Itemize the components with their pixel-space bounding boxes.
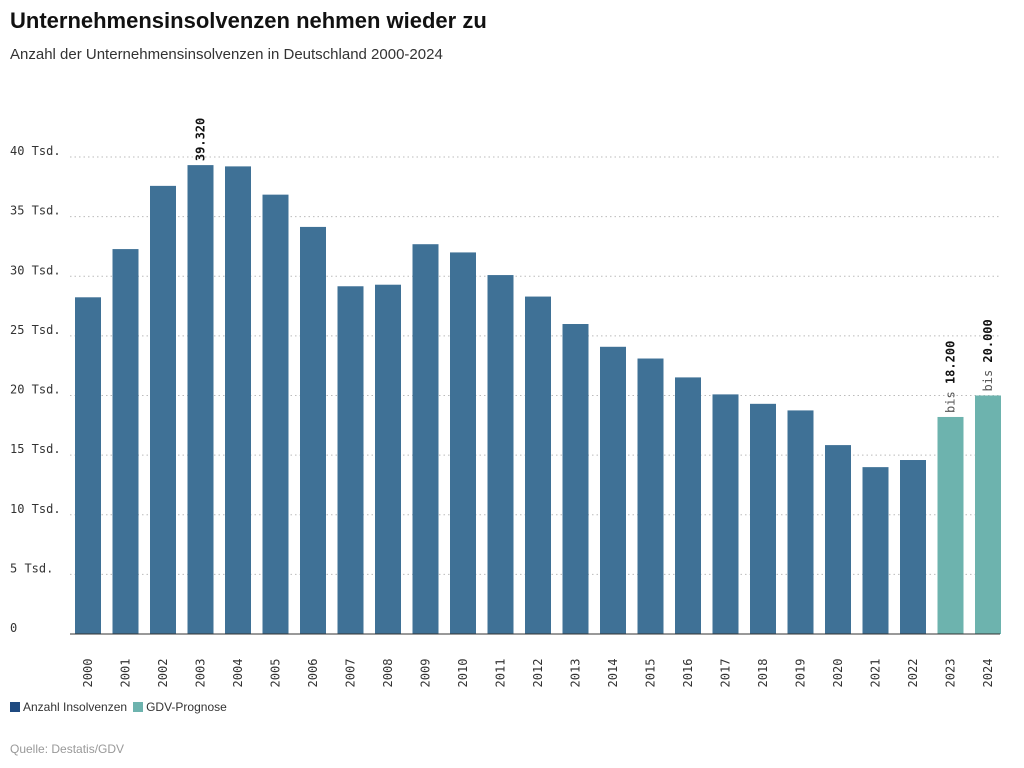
legend-item-insolvenzen: Anzahl Insolvenzen — [10, 700, 127, 714]
bar — [262, 194, 289, 635]
bar — [112, 249, 139, 635]
y-tick-label: 10 Tsd. — [10, 502, 61, 516]
bar — [450, 252, 476, 635]
bar — [187, 165, 214, 634]
x-tick-label: 2001 — [119, 659, 133, 688]
x-tick-label: 2009 — [419, 659, 433, 688]
bar — [975, 395, 1001, 634]
chart-subtitle: Anzahl der Unternehmensinsolvenzen in De… — [10, 46, 443, 63]
bar — [562, 324, 589, 634]
data-label-value: 18.200 — [944, 341, 958, 384]
x-tick-label: 2022 — [906, 659, 920, 688]
bar — [712, 394, 739, 634]
x-tick-label: 2018 — [756, 659, 770, 688]
bar — [637, 358, 664, 634]
data-label-prefix: bis — [944, 384, 958, 413]
source-note: Quelle: Destatis/GDV — [10, 742, 125, 756]
x-tick-label: 2012 — [531, 659, 545, 688]
bar — [75, 297, 101, 634]
x-tick-label: 2005 — [269, 659, 283, 688]
bar — [600, 346, 626, 634]
legend-swatch — [133, 702, 144, 712]
data-label: bis 20.000 — [981, 319, 995, 391]
x-tick-label: 2002 — [156, 659, 170, 688]
x-tick-label: 2000 — [81, 659, 95, 688]
legend-item-prognose: GDV-Prognose — [133, 700, 227, 714]
y-tick-label: 25 Tsd. — [10, 323, 61, 337]
x-tick-label: 2017 — [719, 659, 733, 688]
x-tick-label: 2007 — [344, 659, 358, 688]
x-tick-label: 2021 — [869, 659, 883, 688]
x-tick-label: 2010 — [456, 659, 470, 688]
data-label: bis 18.200 — [944, 341, 958, 413]
bar — [675, 377, 701, 634]
x-tick-label: 2015 — [644, 659, 658, 688]
bar — [375, 284, 401, 634]
y-tick-label: 15 Tsd. — [10, 442, 61, 456]
bar — [487, 275, 514, 634]
bar — [525, 296, 551, 634]
y-tick-label: 40 Tsd. — [10, 144, 61, 158]
bar — [150, 185, 176, 634]
bar — [862, 467, 889, 634]
y-tick-label: 5 Tsd. — [10, 561, 53, 575]
x-tick-label: 2003 — [194, 659, 208, 688]
y-tick-label: 20 Tsd. — [10, 383, 61, 397]
bar — [937, 416, 964, 634]
bar — [787, 410, 814, 634]
bar — [750, 403, 776, 634]
x-tick-label: 2020 — [831, 659, 845, 688]
bar — [337, 286, 364, 634]
legend-swatch — [10, 702, 20, 712]
data-label-prefix: bis — [981, 363, 995, 392]
y-tick-label: 35 Tsd. — [10, 204, 61, 218]
y-tick-label: 30 Tsd. — [10, 263, 61, 277]
legend: Anzahl Insolvenzen GDV-Prognose — [10, 700, 227, 714]
x-tick-label: 2008 — [381, 659, 395, 688]
data-label-value: 39.320 — [194, 118, 208, 161]
bar — [825, 445, 851, 634]
data-label: 39.320 — [194, 118, 208, 161]
x-tick-label: 2019 — [794, 659, 808, 688]
chart-title: Unternehmensinsolvenzen nehmen wieder zu — [10, 8, 487, 33]
x-tick-label: 2004 — [231, 659, 245, 688]
x-tick-label: 2016 — [681, 659, 695, 688]
x-tick-label: 2013 — [569, 659, 583, 688]
x-tick-label: 2014 — [606, 659, 620, 688]
y-tick-label: 0 — [10, 621, 17, 635]
bar — [412, 244, 439, 634]
x-tick-label: 2023 — [944, 659, 958, 688]
data-label-value: 20.000 — [981, 319, 995, 362]
bar — [225, 166, 251, 634]
x-tick-label: 2006 — [306, 659, 320, 688]
bar — [900, 460, 926, 634]
x-tick-label: 2024 — [981, 659, 995, 688]
x-tick-label: 2011 — [494, 659, 508, 688]
bar — [300, 226, 326, 635]
